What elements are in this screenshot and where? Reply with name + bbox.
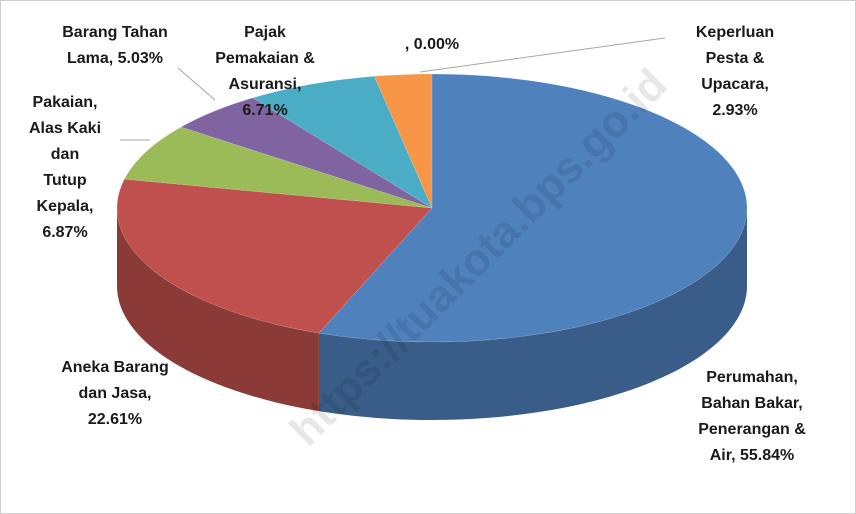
data-label-line: Tutup <box>43 172 86 189</box>
leader-line <box>177 67 216 101</box>
data-label: Aneka Barang dan Jasa, 22.61% <box>61 359 169 428</box>
slice <box>318 73 748 343</box>
data-label-line: Pakaian, <box>33 94 98 111</box>
data-label-line: Aneka Barang <box>61 359 169 376</box>
data-label: Perumahan, Bahan Bakar, Penerangan & Air, 5… <box>698 369 806 464</box>
data-label-line: Penerangan & <box>698 421 806 438</box>
data-label: Pajak Pemakaian & Asuransi, 6.71% <box>215 24 315 119</box>
slice <box>373 73 433 209</box>
data-label-line: Pajak <box>244 24 286 41</box>
data-label-line: Perumahan, <box>706 369 798 386</box>
labels: Perumahan, Bahan Bakar, Penerangan & Air, 5… <box>29 24 806 464</box>
data-label: , 0.00% <box>405 36 459 53</box>
data-label-line: Alas Kaki <box>29 120 101 137</box>
pie-sides <box>117 208 747 420</box>
data-label-line: Kepala, <box>37 198 94 215</box>
slice-side <box>318 208 747 420</box>
slice-side <box>117 208 319 412</box>
data-label-line: Keperluan <box>696 24 774 41</box>
leader-line <box>419 37 666 73</box>
data-label: Barang Tahan Lama, 5.03% <box>62 24 168 67</box>
data-label-line: Pemakaian & <box>215 50 315 67</box>
data-label-line: 6.71% <box>242 102 287 119</box>
slice <box>252 76 433 209</box>
data-label-line: Upacara, <box>701 76 769 93</box>
data-label-line: Air, 55.84% <box>710 447 795 464</box>
data-label-line: dan Jasa, <box>79 385 152 402</box>
pie-tops <box>116 73 748 343</box>
data-label-line: Pesta & <box>706 50 765 67</box>
data-label-line: 6.87% <box>42 224 87 241</box>
data-label-line: 2.93% <box>712 102 757 119</box>
slice <box>116 178 433 334</box>
slice <box>124 126 433 209</box>
data-label-line: Asuransi, <box>229 76 302 93</box>
data-label-line: Bahan Bakar, <box>701 395 802 412</box>
data-label-line: Lama, 5.03% <box>67 50 163 67</box>
data-label-line: , 0.00% <box>405 36 459 53</box>
data-label-line: Barang Tahan <box>62 24 168 41</box>
data-label-line: dan <box>51 146 79 163</box>
data-label-line: 22.61% <box>88 411 142 428</box>
slice <box>180 97 433 209</box>
data-label: Pakaian, Alas Kaki dan Tutup Kepala, 6.87% <box>29 94 101 241</box>
data-label: Keperluan Pesta & Upacara, 2.93% <box>696 24 774 119</box>
